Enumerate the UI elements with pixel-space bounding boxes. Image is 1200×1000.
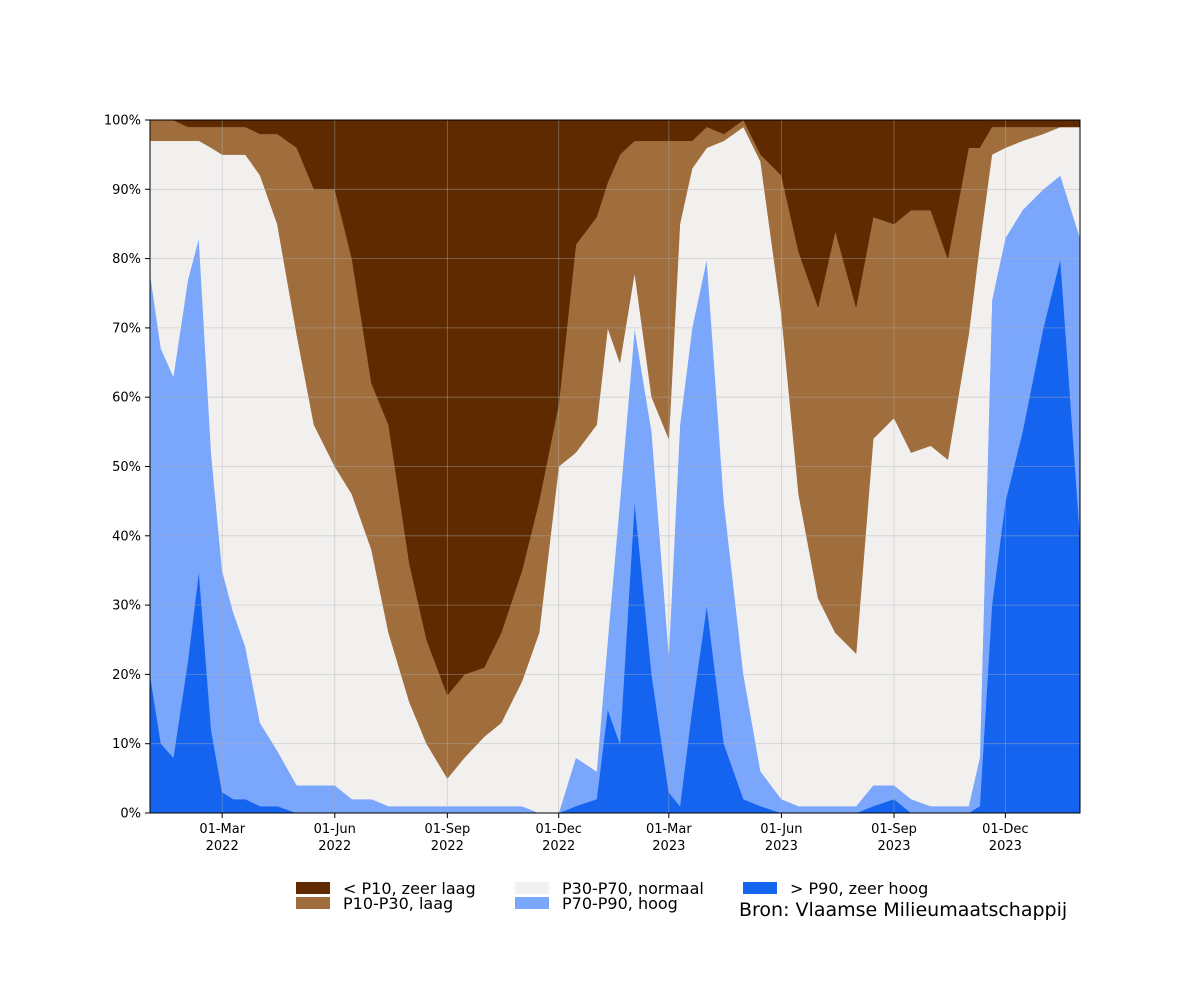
legend-swatch [296, 882, 330, 894]
y-axis: 0% 10% 20% 30% 40% 50% 60% 70% 80% 90% 100% [104, 114, 150, 822]
legend-swatch [296, 897, 330, 909]
legend-label: < P10, zeer laag [343, 879, 476, 898]
x-tick-year-label: 2023 [765, 839, 798, 854]
legend-label: P30-P70, normaal [562, 879, 704, 898]
x-tick-year-label: 2022 [542, 839, 575, 854]
y-tick-label: 40% [112, 529, 141, 544]
x-tick-label: 01-Dec [536, 822, 582, 837]
x-axis: 01-Mar 2022 01-Jun 2022 01-Sep 2022 01-Dec 2022… [199, 813, 1029, 854]
y-tick-label: 70% [112, 321, 141, 336]
x-tick-year-label: 2023 [652, 839, 685, 854]
legend-swatch [515, 882, 549, 894]
legend-label: P10-P30, laag [343, 894, 453, 913]
x-tick-year-label: 2023 [989, 839, 1022, 854]
y-tick-label: 60% [112, 391, 141, 406]
x-tick-label: 01-Sep [871, 822, 917, 837]
x-tick-label: 01-Sep [424, 822, 470, 837]
y-tick-label: 0% [120, 807, 141, 822]
y-tick-label: 100% [104, 114, 141, 129]
x-tick-label: 01-Jun [760, 822, 802, 837]
x-tick-label: 01-Mar [199, 822, 245, 837]
x-tick-label: 01-Dec [982, 822, 1028, 837]
legend-label: > P90, zeer hoog [790, 879, 928, 898]
grid-layer [150, 119, 1080, 814]
x-tick-year-label: 2022 [206, 839, 239, 854]
area-layer [149, 119, 1081, 814]
x-tick-label: 01-Jun [314, 822, 356, 837]
x-tick-label: 01-Mar [646, 822, 692, 837]
y-tick-label: 10% [112, 737, 141, 752]
y-tick-label: 20% [112, 668, 141, 683]
legend-label: P70-P90, hoog [562, 894, 678, 913]
legend-swatch [743, 882, 777, 894]
y-tick-label: 80% [112, 252, 141, 267]
y-tick-label: 50% [112, 460, 141, 475]
y-tick-label: 90% [112, 183, 141, 198]
source-credit: Bron: Vlaamse Milieumaatschappij [739, 899, 1067, 921]
x-tick-year-label: 2023 [877, 839, 910, 854]
legend-swatch [515, 897, 549, 909]
y-tick-label: 30% [112, 599, 141, 614]
x-tick-year-label: 2022 [431, 839, 464, 854]
x-tick-year-label: 2022 [318, 839, 351, 854]
